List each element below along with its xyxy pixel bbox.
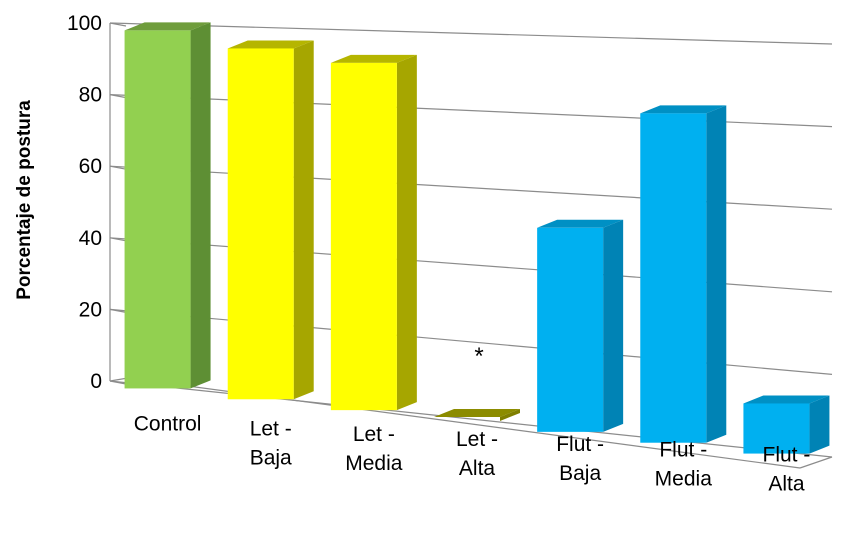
bar-front	[227, 48, 294, 400]
category-label: Flut -Alta	[763, 443, 811, 495]
bar	[434, 409, 520, 421]
y-tick-mark	[109, 237, 127, 242]
gridline	[109, 22, 833, 45]
bar-front	[537, 227, 604, 432]
y-tick-mark	[109, 308, 127, 313]
y-tick-mark	[109, 380, 127, 385]
bar-side	[603, 219, 624, 432]
bar	[124, 22, 211, 389]
bar-front	[640, 113, 707, 443]
bar-side	[293, 40, 314, 400]
bar-top	[640, 105, 727, 114]
bar-top	[124, 22, 211, 31]
y-tick-label: 20	[79, 298, 102, 321]
bar-top	[330, 54, 417, 63]
bar-front	[743, 403, 810, 454]
bar	[743, 395, 830, 454]
y-tick-mark	[109, 22, 127, 27]
y-tick-labels: 0 20 40 60 80 100	[67, 12, 127, 393]
y-tick-label: 0	[90, 370, 102, 393]
category-label: Let -Media	[345, 423, 403, 475]
category-label: Flut -Baja	[556, 433, 604, 485]
bar-side	[396, 54, 417, 411]
category-label: Let -Alta	[456, 428, 498, 480]
bar	[537, 219, 624, 432]
bar	[640, 105, 727, 443]
bar	[330, 54, 417, 411]
bar-side	[706, 105, 727, 443]
bar-top	[743, 395, 830, 404]
y-tick-label: 80	[79, 84, 102, 107]
bar-front	[124, 30, 191, 389]
bar-top	[434, 409, 520, 417]
bars	[124, 22, 830, 454]
floor-right-edge	[799, 456, 833, 469]
bar	[227, 40, 314, 400]
bar-side	[190, 22, 211, 389]
bar-side	[809, 395, 830, 454]
y-tick-label: 60	[79, 155, 102, 178]
bar-top	[227, 40, 314, 49]
category-labels: Control Let -Baja Let -Media Let -Alta Flut …	[134, 413, 811, 496]
y-tick-mark	[109, 165, 127, 170]
bar-side	[500, 409, 520, 421]
bar-top	[537, 219, 624, 228]
y-tick-label: 100	[67, 12, 102, 35]
annotations: *	[474, 343, 483, 370]
y-axis-title: Porcentaje de postura	[14, 100, 35, 300]
category-label: Flut -Media	[655, 438, 713, 490]
significance-asterisk: *	[474, 343, 483, 370]
bar-front	[330, 62, 397, 411]
category-label: Control	[134, 413, 202, 436]
y-tick-mark	[109, 94, 127, 99]
category-label: Let -Baja	[250, 418, 292, 470]
y-tick-label: 40	[79, 227, 102, 250]
